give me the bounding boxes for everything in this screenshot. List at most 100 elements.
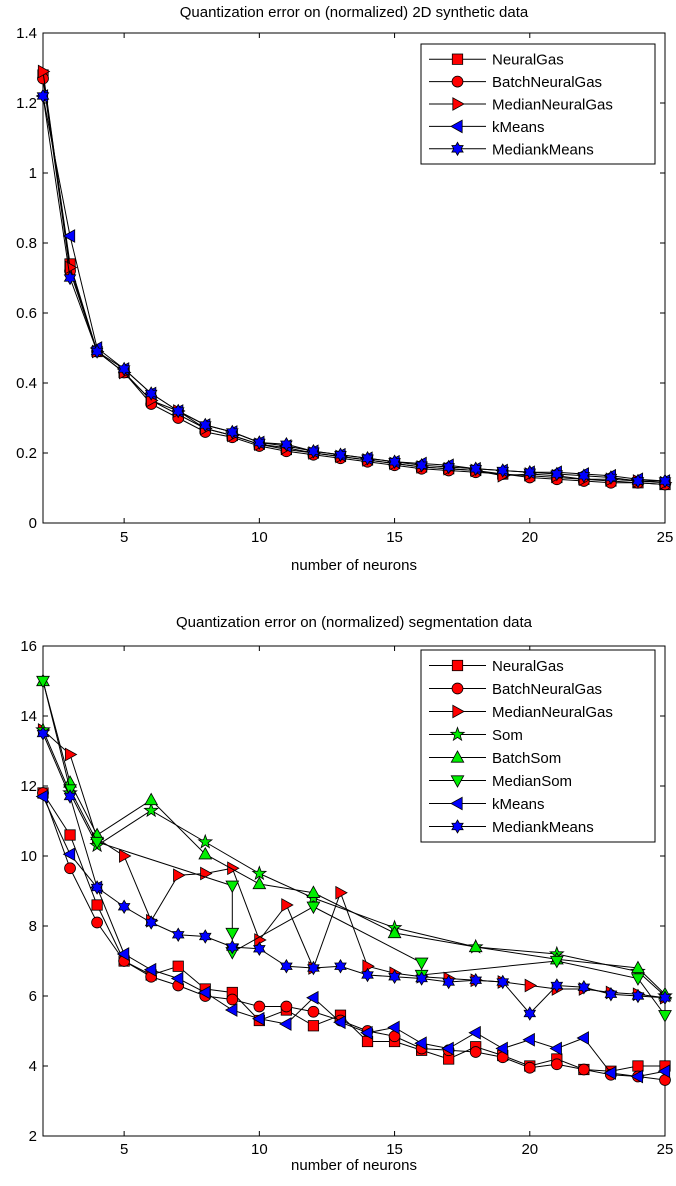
data-point-neuralgas	[64, 829, 76, 841]
data-point-mediankmeans	[307, 443, 320, 459]
legend-marker-batchsom	[450, 750, 465, 763]
data-point-kmeans	[116, 947, 130, 961]
legend-marker-mediankmeans	[451, 819, 464, 834]
legend-marker-medianneuralgas	[452, 97, 465, 111]
data-point-mediankmeans	[334, 958, 347, 974]
series-mediankmeans	[36, 88, 672, 489]
legend-marker-kmeans	[450, 119, 463, 134]
legend-item-mediankmeans: MediankMeans	[429, 141, 594, 158]
data-point-batchneuralgas	[469, 1046, 482, 1058]
data-point-batchneuralgas	[578, 1063, 590, 1076]
data-point-mediankmeans	[442, 459, 455, 475]
data-point-mediansom	[414, 957, 429, 971]
legend: NeuralGas BatchNeuralGas MedianNeuralGas So…	[420, 649, 656, 843]
data-point-mediankmeans	[415, 971, 428, 986]
data-point-mediansom	[549, 955, 564, 969]
data-point-batchsom	[631, 960, 645, 974]
data-point-mediankmeans	[361, 450, 374, 466]
legend-label: BatchNeuralGas	[492, 681, 602, 698]
data-point-medianneuralgas	[37, 64, 51, 79]
data-point-kmeans	[603, 1066, 616, 1080]
data-point-batchneuralgas	[550, 1058, 563, 1071]
legend-item-kmeans: kMeans	[429, 796, 545, 813]
x-tick-label: 15	[386, 529, 403, 546]
data-point-mediankmeans	[36, 88, 50, 104]
series-layer	[35, 673, 673, 1086]
y-tick-label: 0.2	[16, 445, 37, 462]
legend-item-mediansom: MedianSom	[429, 773, 572, 790]
data-point-medianneuralgas	[335, 885, 348, 900]
chart-panel-segmentation: 5 10 15 20 25 2 4 6 8 10 12 14 16 Quantization error …	[20, 614, 673, 1174]
data-point-mediankmeans	[496, 463, 510, 478]
data-point-mediankmeans	[604, 986, 618, 1002]
data-point-mediankmeans	[334, 447, 347, 463]
y-tick-label: 1.2	[16, 95, 37, 112]
data-point-mediansom	[306, 901, 321, 915]
data-point-kmeans	[62, 847, 76, 862]
legend-label: MediankMeans	[492, 141, 594, 158]
data-point-batchsom	[387, 925, 402, 939]
series-line-mediankmeans	[42, 95, 665, 482]
data-point-kmeans	[576, 1031, 589, 1045]
data-point-batchneuralgas	[280, 1000, 293, 1013]
data-point-kmeans	[62, 229, 76, 243]
data-point-medianneuralgas	[281, 898, 294, 912]
legend-item-som: Som	[429, 726, 523, 744]
legend-marker-neuralgas	[451, 659, 464, 672]
data-point-mediankmeans	[225, 939, 239, 955]
data-point-batchsom	[144, 792, 159, 806]
legend-marker-medianneuralgas	[452, 704, 465, 719]
data-point-medianneuralgas	[64, 747, 78, 762]
x-tick-label: 10	[251, 1141, 268, 1158]
data-point-mediankmeans	[307, 960, 320, 976]
data-point-mediansom	[36, 675, 50, 689]
x-tick-label: 10	[251, 529, 268, 546]
legend-item-mediankmeans: MediankMeans	[429, 819, 594, 836]
data-point-batchsom	[198, 846, 213, 860]
legend-item-neuralgas: NeuralGas	[429, 658, 564, 675]
data-point-neuralgas	[307, 1020, 320, 1032]
data-point-mediankmeans	[658, 990, 672, 1006]
x-tick-label: 5	[120, 1141, 128, 1158]
y-tick-label: 12	[20, 778, 37, 795]
x-axis-label: number of neurons	[291, 557, 417, 574]
legend-marker-som	[449, 726, 466, 742]
legend-marker-batchneuralgas	[451, 682, 464, 695]
x-tick-label: 5	[120, 529, 128, 546]
data-point-mediankmeans	[604, 470, 618, 485]
legend-label: Som	[492, 727, 523, 744]
data-point-mediankmeans	[523, 464, 537, 480]
data-point-kmeans	[495, 1041, 508, 1056]
data-point-mediankmeans	[469, 972, 483, 988]
legend-label: NeuralGas	[492, 52, 564, 69]
data-point-kmeans	[306, 990, 319, 1005]
y-tick-label: 0.8	[16, 235, 37, 252]
data-point-mediankmeans	[63, 789, 77, 804]
legend-box	[420, 649, 656, 843]
data-point-mediankmeans	[631, 988, 645, 1004]
y-tick-label: 10	[20, 848, 37, 865]
x-tick-label: 20	[521, 1141, 538, 1158]
x-tick-label: 25	[657, 529, 674, 546]
data-point-kmeans	[549, 1041, 562, 1056]
data-point-som	[251, 865, 268, 881]
data-point-mediansom	[225, 880, 240, 894]
data-point-neuralgas	[91, 899, 103, 911]
data-point-mediansom	[658, 1010, 672, 1023]
data-point-mediankmeans	[415, 457, 428, 473]
data-point-mediankmeans	[171, 927, 185, 943]
y-tick-label: 8	[29, 918, 37, 935]
legend-label: MediankMeans	[492, 819, 594, 836]
data-point-batchsom	[468, 939, 483, 953]
x-axis-label: number of neurons	[291, 1157, 417, 1174]
y-tick-label: 0.6	[16, 305, 37, 322]
data-point-mediankmeans	[117, 899, 131, 915]
data-point-mediankmeans	[550, 978, 564, 993]
series-mediankmeans	[36, 726, 672, 1021]
data-point-mediankmeans	[550, 466, 564, 482]
data-point-kmeans	[657, 1064, 671, 1079]
data-point-mediankmeans	[90, 344, 104, 359]
data-point-kmeans	[387, 1020, 400, 1035]
y-tick-label: 0.4	[16, 375, 37, 392]
